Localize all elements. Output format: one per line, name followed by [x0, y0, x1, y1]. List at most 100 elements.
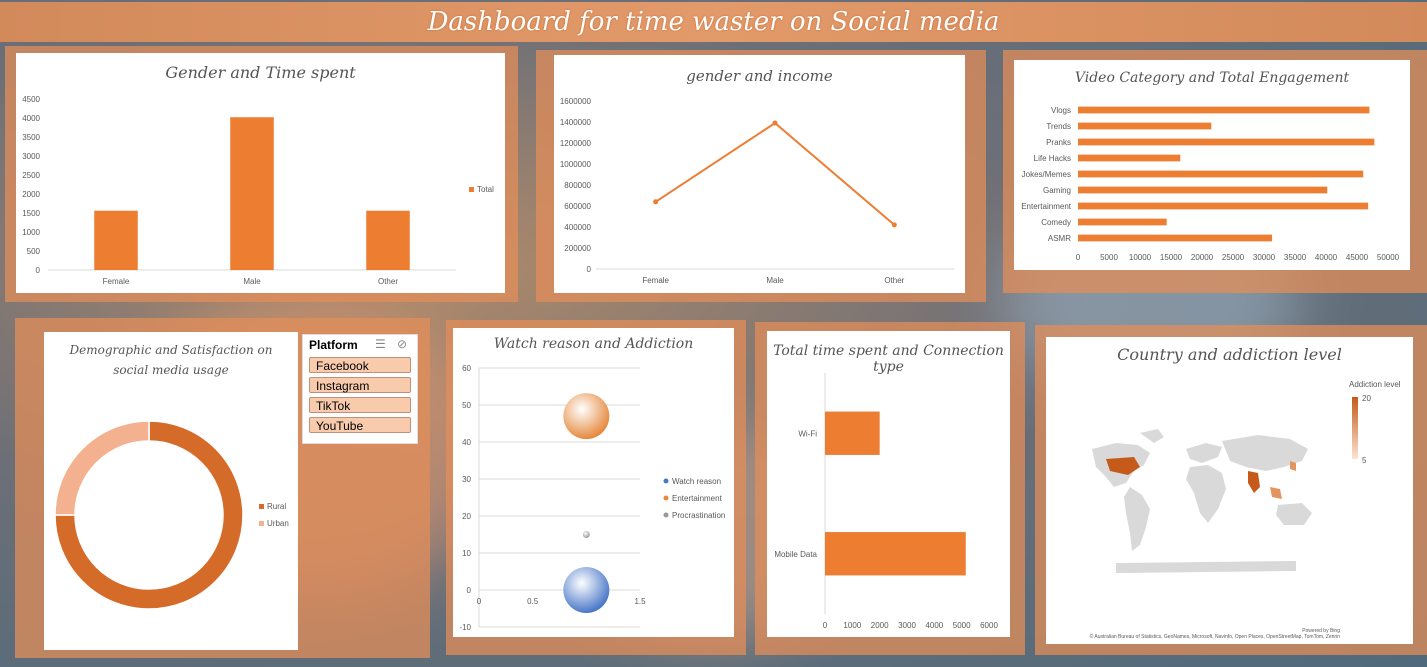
x-tick-label: Female	[103, 277, 130, 286]
legend-label: Rural	[267, 502, 286, 511]
chart-demographic-satisfaction: Demographic and Satisfaction on social m…	[44, 332, 298, 650]
x-tick-label: 6000	[980, 621, 998, 630]
legend-min-label: 5	[1362, 456, 1367, 465]
slicer-item-tiktok[interactable]: TikTok	[309, 397, 411, 413]
legend-title: Addiction level	[1349, 380, 1401, 389]
clear-filter-icon[interactable]: ⊘	[397, 337, 408, 351]
y-tick-label: Gaming	[1043, 186, 1071, 195]
y-tick-label: ASMR	[1048, 234, 1071, 243]
x-tick-label: 10000	[1129, 253, 1152, 262]
y-tick-label: 1600000	[560, 97, 592, 106]
legend-color-scale	[1352, 397, 1358, 459]
bar	[366, 210, 410, 270]
platform-slicer[interactable]: Platform ☰ ⊘ Facebook Instagram TikTok Y…	[302, 334, 418, 444]
chart-country-addiction: Country and addiction level Addiction le…	[1046, 337, 1413, 644]
bar	[1078, 186, 1328, 194]
data-point	[653, 199, 659, 205]
x-tick-label: 0	[823, 621, 828, 630]
y-tick-label: Mobile Data	[774, 550, 817, 559]
y-tick-label: 40	[462, 438, 471, 447]
bar	[1078, 170, 1364, 178]
x-tick-label: Other	[884, 276, 904, 285]
chart-watch-reason: Watch reason and Addiction -10 0 10 20 30 40 5…	[453, 328, 734, 637]
bar	[1078, 218, 1167, 226]
y-tick-label: 3500	[22, 133, 40, 142]
connection-chart-svg: Wi-Fi Mobile Data 0 1000 2000 3000 4000 5000 600…	[774, 373, 998, 630]
legend-marker	[663, 478, 669, 484]
y-tick-label: 1000000	[560, 160, 592, 169]
x-tick-label: 30000	[1253, 253, 1276, 262]
bubble	[582, 531, 590, 538]
land-region	[1186, 465, 1226, 523]
chart-title: Total time spent and Connection type	[773, 343, 1004, 375]
x-tick-label: 4000	[925, 621, 943, 630]
legend-label: Total	[477, 185, 494, 194]
legend-max-label: 20	[1362, 394, 1371, 403]
chart-title: Demographic and Satisfaction on social m…	[69, 343, 273, 377]
x-tick-label: 1000	[843, 621, 861, 630]
y-tick-label: Life Hacks	[1034, 154, 1071, 163]
slicer-item-instagram[interactable]: Instagram	[309, 377, 411, 393]
land-region	[1186, 443, 1222, 463]
y-tick-label: 0	[467, 586, 472, 595]
x-tick-label: 2000	[871, 621, 889, 630]
land-region	[1222, 435, 1308, 471]
x-tick-label: 1.5	[634, 597, 646, 606]
slicer-item-youtube[interactable]: YouTube	[309, 417, 411, 433]
legend-marker	[663, 512, 669, 518]
bar	[94, 210, 138, 270]
chart-video-category: Video Category and Total Engagement Vlog…	[1014, 60, 1410, 270]
y-tick-label: 0	[587, 265, 592, 274]
x-tick-label: 45000	[1346, 253, 1369, 262]
bar	[230, 117, 274, 271]
map-svg: Addiction level 20 5 Powered by Bing© Austr…	[1090, 380, 1401, 640]
page-title: Dashboard for time waster on Social medi…	[427, 7, 1000, 37]
map-credit-bing: Powered by Bing	[1302, 628, 1340, 634]
x-tick-label: 0	[1076, 253, 1081, 262]
y-tick-label: 800000	[564, 181, 591, 190]
chart-title: Country and addiction level	[1117, 345, 1342, 364]
x-tick-label: 0.5	[527, 597, 539, 606]
y-tick-label: 4000	[22, 114, 40, 123]
slicer-item-facebook[interactable]: Facebook	[309, 357, 411, 373]
chart-connection-type: Total time spent and Connection type Wi-…	[767, 331, 1010, 637]
y-tick-label: 200000	[564, 244, 591, 253]
bubble	[563, 567, 610, 613]
y-tick-label: -10	[459, 623, 471, 632]
legend-label: Procrastination	[672, 511, 725, 520]
y-tick-label: 10	[462, 549, 471, 558]
hbar-chart-svg: Vlogs Trends Pranks Life Hacks Jokes/Memes Ga…	[1021, 106, 1399, 262]
chart-title: gender and income	[686, 67, 833, 85]
x-tick-label: 20000	[1191, 253, 1214, 262]
legend-swatch	[259, 521, 264, 526]
title-banner: Dashboard for time waster on Social medi…	[0, 2, 1427, 42]
country-asia	[1290, 461, 1296, 471]
y-tick-label: 20	[462, 512, 471, 521]
x-tick-label: 5000	[1100, 253, 1118, 262]
chart-title: Watch reason and Addiction	[493, 336, 694, 352]
x-tick-label: Male	[766, 276, 784, 285]
data-point	[772, 120, 778, 126]
y-tick-label: 4500	[22, 95, 40, 104]
y-tick-label: 1500	[22, 209, 40, 218]
y-tick-label: 600000	[564, 202, 591, 211]
y-tick-label: 1200000	[560, 139, 592, 148]
legend-swatch	[259, 504, 264, 509]
y-tick-label: Comedy	[1041, 218, 1071, 227]
bar	[1078, 154, 1181, 162]
land-region	[1124, 487, 1150, 551]
chart-title: Gender and Time spent	[165, 63, 356, 82]
bar-chart-svg: 0 500 1000 1500 2000 2500 3000 3500 4000 4500 Fema…	[22, 95, 494, 286]
x-tick-label: Male	[243, 277, 261, 286]
country-usa	[1106, 457, 1140, 475]
legend-label: Urban	[267, 519, 289, 528]
y-tick-label: 60	[462, 364, 471, 373]
multi-select-icon[interactable]: ☰	[375, 337, 386, 351]
legend-label: Watch reason	[672, 477, 721, 486]
x-tick-label: 15000	[1160, 253, 1183, 262]
land-region	[1140, 429, 1164, 443]
x-tick-label: Female	[642, 276, 669, 285]
y-tick-label: Jokes/Memes	[1022, 170, 1071, 179]
x-tick-label: 35000	[1284, 253, 1307, 262]
y-tick-label: Wi-Fi	[798, 429, 817, 438]
